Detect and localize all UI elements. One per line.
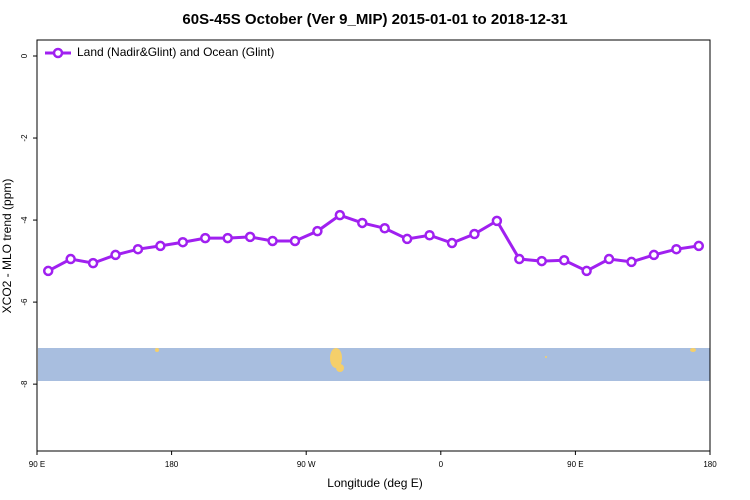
point	[514, 253, 525, 265]
series-line	[47, 213, 700, 273]
point	[671, 243, 682, 255]
point	[648, 249, 660, 261]
point	[626, 256, 637, 268]
y-tick-label: -4	[20, 216, 29, 224]
x-tick-label: 90 E	[567, 460, 583, 469]
point	[155, 240, 166, 252]
point	[200, 232, 211, 244]
point	[603, 253, 615, 265]
point	[379, 223, 390, 234]
plot-frame	[36, 39, 711, 452]
map-strip	[38, 348, 710, 381]
point	[244, 231, 256, 243]
point	[222, 232, 233, 244]
point	[289, 235, 301, 247]
x-tick-label: 90 W	[297, 460, 316, 469]
point	[446, 237, 458, 249]
point	[424, 229, 435, 241]
point	[357, 217, 368, 229]
x-tick-label: 180	[165, 460, 179, 469]
x-tick-label: 180	[703, 460, 717, 469]
point	[177, 236, 189, 248]
point	[491, 215, 503, 227]
legend-marker	[52, 47, 64, 59]
x-tick-label: 0	[439, 460, 444, 469]
point	[536, 255, 547, 267]
point	[693, 240, 705, 252]
legend-label: Land (Nadir&Glint) and Ocean (Glint)	[77, 45, 274, 59]
point	[87, 257, 99, 269]
point	[401, 233, 413, 245]
point	[132, 243, 144, 255]
point	[267, 235, 278, 247]
point	[558, 255, 570, 266]
point	[469, 228, 480, 240]
y-axis-label: XCO2 - MLO trend (ppm)	[0, 179, 14, 314]
point	[312, 225, 323, 237]
point	[65, 253, 76, 265]
point	[110, 249, 121, 261]
y-tick-label: -8	[20, 380, 29, 388]
y-tick-label: -6	[20, 298, 29, 306]
y-tick-label: -2	[20, 134, 29, 142]
chart-title: 60S-45S October (Ver 9_MIP) 2015-01-01 t…	[182, 11, 567, 28]
x-tick-label: 90 E	[29, 460, 45, 469]
point	[42, 265, 54, 277]
point	[334, 209, 346, 221]
point	[581, 265, 592, 277]
y-tick-label: 0	[20, 53, 29, 58]
x-axis-label: Longitude (deg E)	[327, 476, 422, 490]
